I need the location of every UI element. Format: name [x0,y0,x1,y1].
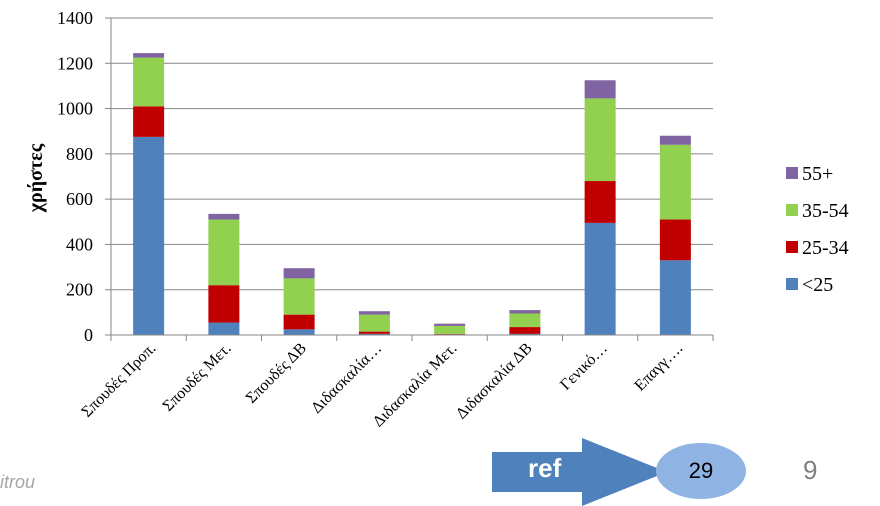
y-tick-label: 1200 [57,53,93,73]
bar-segment [133,106,164,137]
bar-segment [208,285,239,322]
axes [111,18,713,335]
x-tick-label: Επαγγ…. [631,340,686,395]
x-tick-label: Γενικό… [557,340,611,394]
page-number: 9 [803,455,817,486]
bar-segment [660,136,691,145]
bar-segment [133,58,164,107]
author-text: itrou [0,472,35,493]
legend-swatch [786,204,798,216]
bar-segment [284,268,315,278]
bar-segment [133,53,164,58]
legend-label: 55+ [802,163,833,185]
bar-segment [359,332,390,334]
y-tick-label: 800 [66,144,93,164]
bar-segment [284,329,315,335]
bar-segment [434,324,465,326]
y-tick-label: 400 [66,234,93,254]
bar-segment [208,214,239,220]
x-tick-label: Σπουδές Προπ. [78,340,159,421]
legend-swatch [786,278,798,290]
ref-number-badge[interactable]: 29 [656,443,746,499]
y-tick-label: 200 [66,280,93,300]
ref-label: ref [528,453,561,484]
bar-segment [208,323,239,335]
legend-label: 25-34 [802,237,849,259]
ref-number: 29 [689,458,713,484]
bar-segment [660,145,691,220]
bar-segment [509,310,540,313]
y-axis-ticks: 0 200 400 600 800 1000 1200 1400 [57,8,111,345]
legend-label: <25 [802,274,833,296]
gridlines [111,18,713,290]
bar-segment [585,98,616,181]
y-tick-label: 0 [84,325,93,345]
legend-label: 35-54 [802,200,849,222]
y-axis-label: χρήστες [25,143,47,213]
legend-swatch [786,167,798,179]
x-tick-label: Διδασκαλία… [308,340,385,417]
bar-segment [359,315,390,332]
bar-segment [509,327,540,334]
y-tick-label: 1400 [57,8,93,28]
ref-arrow-icon[interactable] [492,438,682,506]
bar-segment [509,313,540,327]
legend-swatch [786,241,798,253]
x-tick-label: Σπουδές ΔΒ [243,340,310,407]
y-tick-label: 600 [66,189,93,209]
bar-segment [133,137,164,335]
bars [133,53,691,335]
bar-segment [284,278,315,314]
y-tick-label: 1000 [57,99,93,119]
bar-segment [434,326,465,334]
bar-segment [208,220,239,286]
bar-segment [585,80,616,98]
bar-segment [660,220,691,261]
x-tick-label: Σπουδές Μετ. [160,340,235,415]
x-tick-label: Διδασκαλία ΔΒ [453,340,536,423]
bar-segment [660,260,691,335]
bar-segment [585,181,616,223]
bar-segment [284,315,315,330]
bar-segment [359,311,390,314]
legend: 55+ 35-54 25-34 <25 [786,163,849,296]
x-axis-ticks: Σπουδές Προπ.Σπουδές Μετ.Σπουδές ΔΒΔιδασ… [78,335,713,431]
bar-segment [585,223,616,335]
